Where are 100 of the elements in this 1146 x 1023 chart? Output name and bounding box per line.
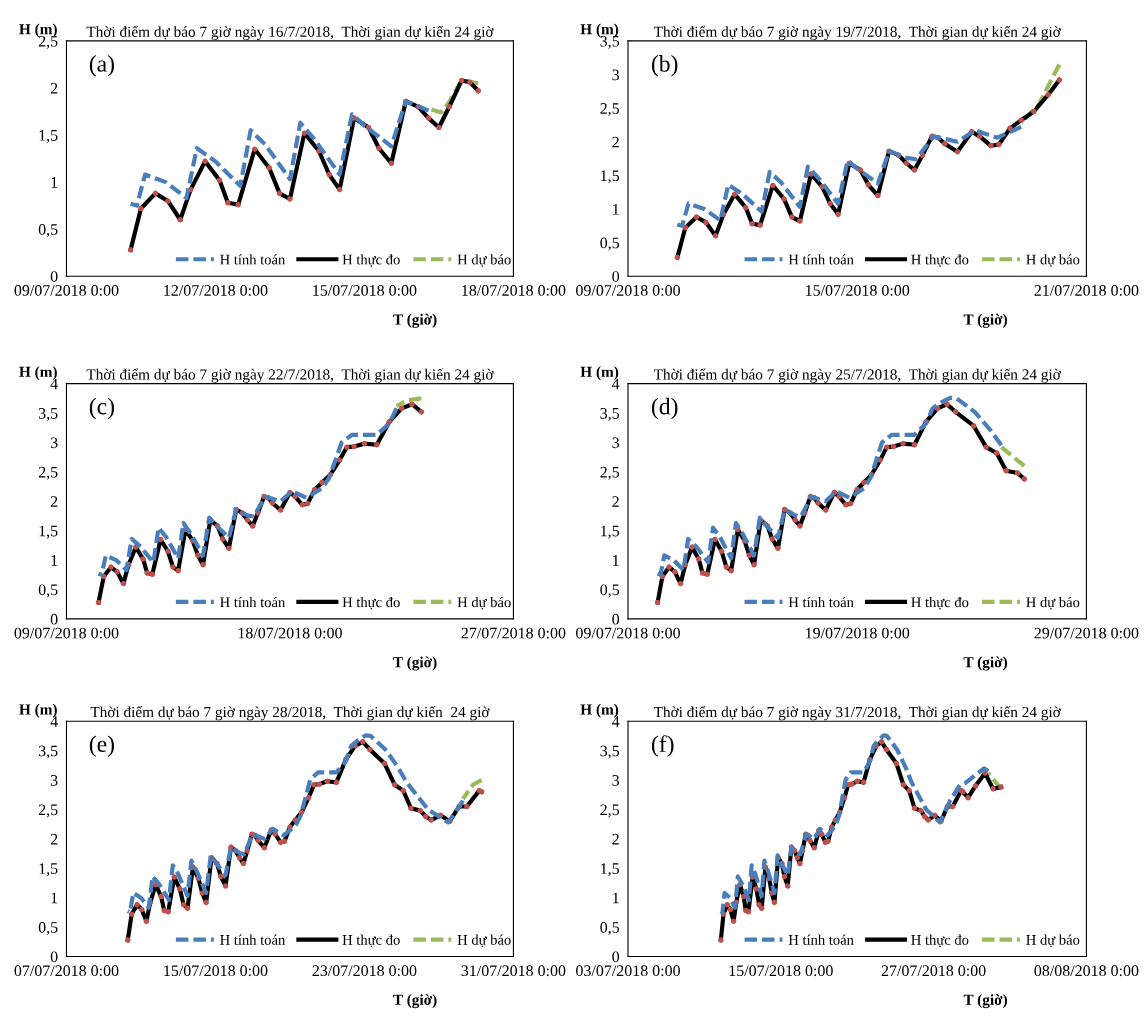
y-tick-label: 0,5 <box>600 922 620 936</box>
legend-label: H thực đo <box>342 934 400 948</box>
legend-label: H dự báo <box>1026 596 1080 610</box>
y-tick-label: 1 <box>51 177 58 188</box>
y-axis-title: H (m) <box>580 703 619 718</box>
x-tick-label: 09/07/2018 0:00 <box>14 627 119 639</box>
y-tick-label: 2,5 <box>600 466 620 480</box>
legend-label: H tính toán <box>220 596 286 608</box>
legend-label: H dự báo <box>457 934 511 948</box>
annotation: (e) <box>89 735 114 757</box>
x-tick-label: 08/08/2018 0:00 <box>1034 965 1139 977</box>
y-tick-label: 0 <box>612 613 620 625</box>
y-tick-label: 1,5 <box>39 863 58 877</box>
x-tick-label: 09/07/2018 0:00 <box>576 627 680 639</box>
y-tick-label: 2 <box>612 833 619 845</box>
y-tick-label: 1,5 <box>601 170 620 184</box>
x-tick-label: 27/07/2018 0:00 <box>881 965 986 977</box>
chart-title: Thời điểm dự báo 7 giờ ngày 28/2018, Thời gian dự kiến 24 giờ <box>90 705 490 721</box>
x-tick-label: 15/07/2018 0:00 <box>729 965 833 977</box>
y-tick-label: 2 <box>612 136 619 148</box>
y-tick-label: 1,5 <box>39 130 58 144</box>
y-tick-label: 1 <box>51 892 58 904</box>
chart-title: Thời điểm dự báo 7 giờ ngày 25/7/2018, Thời gian dự kiến 24 giờ <box>653 368 1061 383</box>
y-axis-title: H (m) <box>19 703 57 718</box>
y-tick-label: 3 <box>50 437 58 449</box>
x-axis-title: T (giờ) <box>963 313 1008 328</box>
y-tick-label: 0 <box>612 951 620 963</box>
y-tick-label: 2,5 <box>600 804 620 818</box>
y-tick-label: 0,5 <box>38 922 58 936</box>
legend-label: H dự báo <box>1026 934 1080 948</box>
legend-label: H thực đo <box>911 934 969 948</box>
y-tick-label: 2 <box>50 833 58 845</box>
y-tick-label: 0,5 <box>600 584 620 598</box>
annotation: (b) <box>651 55 678 77</box>
legend-label: H thực đo <box>342 254 400 267</box>
y-tick-label: 3,5 <box>38 408 58 422</box>
y-axis-title: H (m) <box>580 366 619 381</box>
y-tick-label: 1 <box>613 555 619 566</box>
x-tick-label: 18/07/2018 0:00 <box>462 285 566 296</box>
annotation: (a) <box>89 55 114 77</box>
chart-title: Thời điểm dự báo 7 giờ ngày 16/7/2018, Thời gian dự kiến 24 giờ <box>86 25 494 41</box>
x-axis-title: T (giờ) <box>393 656 437 671</box>
y-tick-label: 0 <box>50 613 58 625</box>
y-tick-label: 4 <box>612 378 620 390</box>
x-tick-label: 12/07/2018 0:00 <box>164 285 268 296</box>
y-tick-label: 1 <box>613 203 619 215</box>
x-axis-title: T (giờ) <box>393 994 437 1009</box>
y-tick-label: 3 <box>612 437 620 449</box>
y-tick-label: 0,5 <box>38 584 58 598</box>
x-tick-label: 15/07/2018 0:00 <box>313 285 417 296</box>
y-tick-label: 0,5 <box>38 224 58 238</box>
x-tick-label: 27/07/2018 0:00 <box>461 627 566 639</box>
y-tick-label: 0,5 <box>600 237 620 251</box>
x-tick-label: 18/07/2018 0:00 <box>238 627 342 639</box>
x-tick-label: 31/07/2018 0:00 <box>461 965 566 977</box>
x-tick-label: 15/07/2018 0:00 <box>164 965 268 977</box>
legend-label: H tính toán <box>788 596 854 608</box>
y-axis-title: H (m) <box>19 366 57 381</box>
x-tick-label: 09/07/2018 0:00 <box>576 285 680 296</box>
annotation: (d) <box>651 397 678 420</box>
chart-title: Thời điểm dự báo 7 giờ ngày 19/7/2018, Thời gian dự kiến 24 giờ <box>653 25 1061 41</box>
y-tick-label: 3,5 <box>600 745 620 759</box>
y-tick-label: 2 <box>50 496 58 507</box>
y-tick-label: 4 <box>612 716 620 727</box>
y-tick-label: 3 <box>50 775 58 786</box>
annotation: (c) <box>89 397 114 420</box>
legend-label: H dự báo <box>1026 254 1080 267</box>
y-tick-label: 2,5 <box>38 804 58 818</box>
x-axis-title: T (giờ) <box>393 313 437 328</box>
legend-label: H tính toán <box>788 254 854 265</box>
y-tick-label: 0 <box>50 951 58 963</box>
y-tick-label: 1 <box>51 555 58 566</box>
x-tick-label: 03/07/2018 0:00 <box>576 965 680 977</box>
x-tick-label: 21/07/2018 0:00 <box>1034 285 1139 296</box>
y-tick-label: 2 <box>612 496 619 507</box>
y-tick-label: 3,5 <box>38 745 58 759</box>
y-tick-label: 3,5 <box>600 408 620 422</box>
x-tick-label: 09/07/2018 0:00 <box>14 285 119 296</box>
y-tick-label: 0 <box>50 271 58 282</box>
chart-title: Thời điểm dự báo 7 giờ ngày 31/7/2018, Thời gian dự kiến 24 giờ <box>653 705 1061 721</box>
legend-label: H thực đo <box>911 254 969 267</box>
chart-title: Thời điểm dự báo 7 giờ ngày 22/7/2018, Thời gian dự kiến 24 giờ <box>86 368 494 383</box>
legend-label: H thực đo <box>342 596 400 610</box>
x-tick-label: 29/07/2018 0:00 <box>1034 627 1139 639</box>
y-tick-label: 4 <box>50 716 58 727</box>
y-tick-label: 4 <box>50 378 58 390</box>
legend-label: H dự báo <box>457 596 511 610</box>
y-tick-label: 1 <box>613 892 619 904</box>
y-axis-title: H (m) <box>19 23 57 38</box>
y-tick-label: 3,5 <box>600 35 620 49</box>
y-tick-label: 2,5 <box>600 103 620 117</box>
y-tick-label: 2 <box>50 82 58 94</box>
y-tick-label: 1,5 <box>601 525 620 539</box>
legend-label: H thực đo <box>911 596 969 610</box>
y-tick-label: 1,5 <box>601 863 620 877</box>
legend-label: H tính toán <box>788 934 854 945</box>
legend-label: H tính toán <box>220 934 286 945</box>
legend-label: H tính toán <box>220 254 286 265</box>
y-axis-title: H (m) <box>580 23 619 38</box>
x-tick-label: 23/07/2018 0:00 <box>312 965 417 977</box>
